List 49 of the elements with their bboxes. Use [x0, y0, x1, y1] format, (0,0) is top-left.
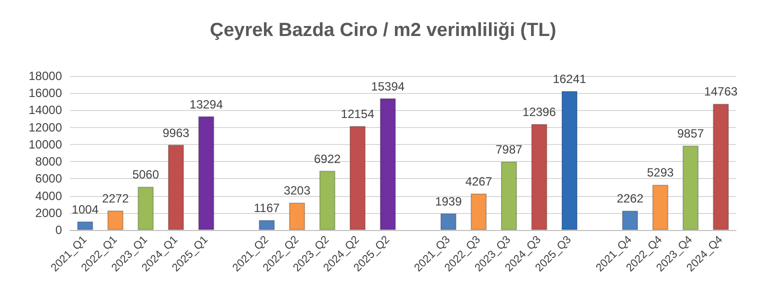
bar [319, 170, 336, 230]
bar [712, 104, 729, 230]
data-label: 4267 [465, 174, 492, 188]
bar [652, 184, 668, 230]
y-tick-label: 0 [55, 223, 62, 237]
bar [622, 210, 638, 230]
y-tick-label: 14000 [28, 103, 62, 118]
y-tick-label: 4000 [35, 188, 62, 203]
data-label: 6922 [314, 152, 341, 166]
data-label: 1004 [72, 202, 99, 216]
data-label: 1167 [254, 201, 280, 216]
data-label: 15394 [371, 79, 405, 94]
data-label: 3203 [284, 184, 311, 198]
data-label: 12154 [340, 107, 375, 122]
y-tick-label: 8000 [35, 154, 62, 169]
bar [531, 124, 548, 230]
bar [350, 126, 366, 230]
bar [682, 146, 699, 230]
data-label: 9857 [677, 126, 704, 141]
y-tick-label: 6000 [35, 172, 62, 186]
bar [138, 186, 154, 230]
bar [198, 116, 214, 230]
bar [562, 91, 578, 230]
data-label: 2262 [616, 192, 644, 206]
data-label: 9963 [162, 126, 190, 140]
bar [107, 210, 124, 230]
data-label: 7987 [496, 142, 523, 157]
data-label: 12396 [522, 104, 556, 119]
bar [440, 213, 456, 230]
bar [168, 144, 184, 230]
data-label: 2272 [102, 192, 130, 206]
bar [258, 220, 275, 230]
bar [380, 98, 396, 230]
data-label: 16241 [552, 72, 587, 86]
bar [289, 202, 306, 230]
data-label: 5060 [132, 168, 160, 182]
data-label: 14763 [704, 84, 738, 99]
data-label: 1939 [435, 194, 462, 208]
data-label: 5293 [646, 166, 674, 180]
y-tick-label: 2000 [35, 206, 62, 220]
y-tick-label: 16000 [28, 86, 62, 100]
y-tick-label: 10000 [28, 137, 62, 152]
bar [500, 162, 517, 230]
y-tick-label: 18000 [28, 69, 62, 83]
y-tick-label: 12000 [28, 120, 62, 134]
bar [470, 193, 487, 230]
chart-title: Çeyrek Bazda Ciro / m2 verimliliği (TL) [210, 20, 556, 41]
data-label: 13294 [190, 97, 224, 112]
bar [77, 221, 94, 230]
